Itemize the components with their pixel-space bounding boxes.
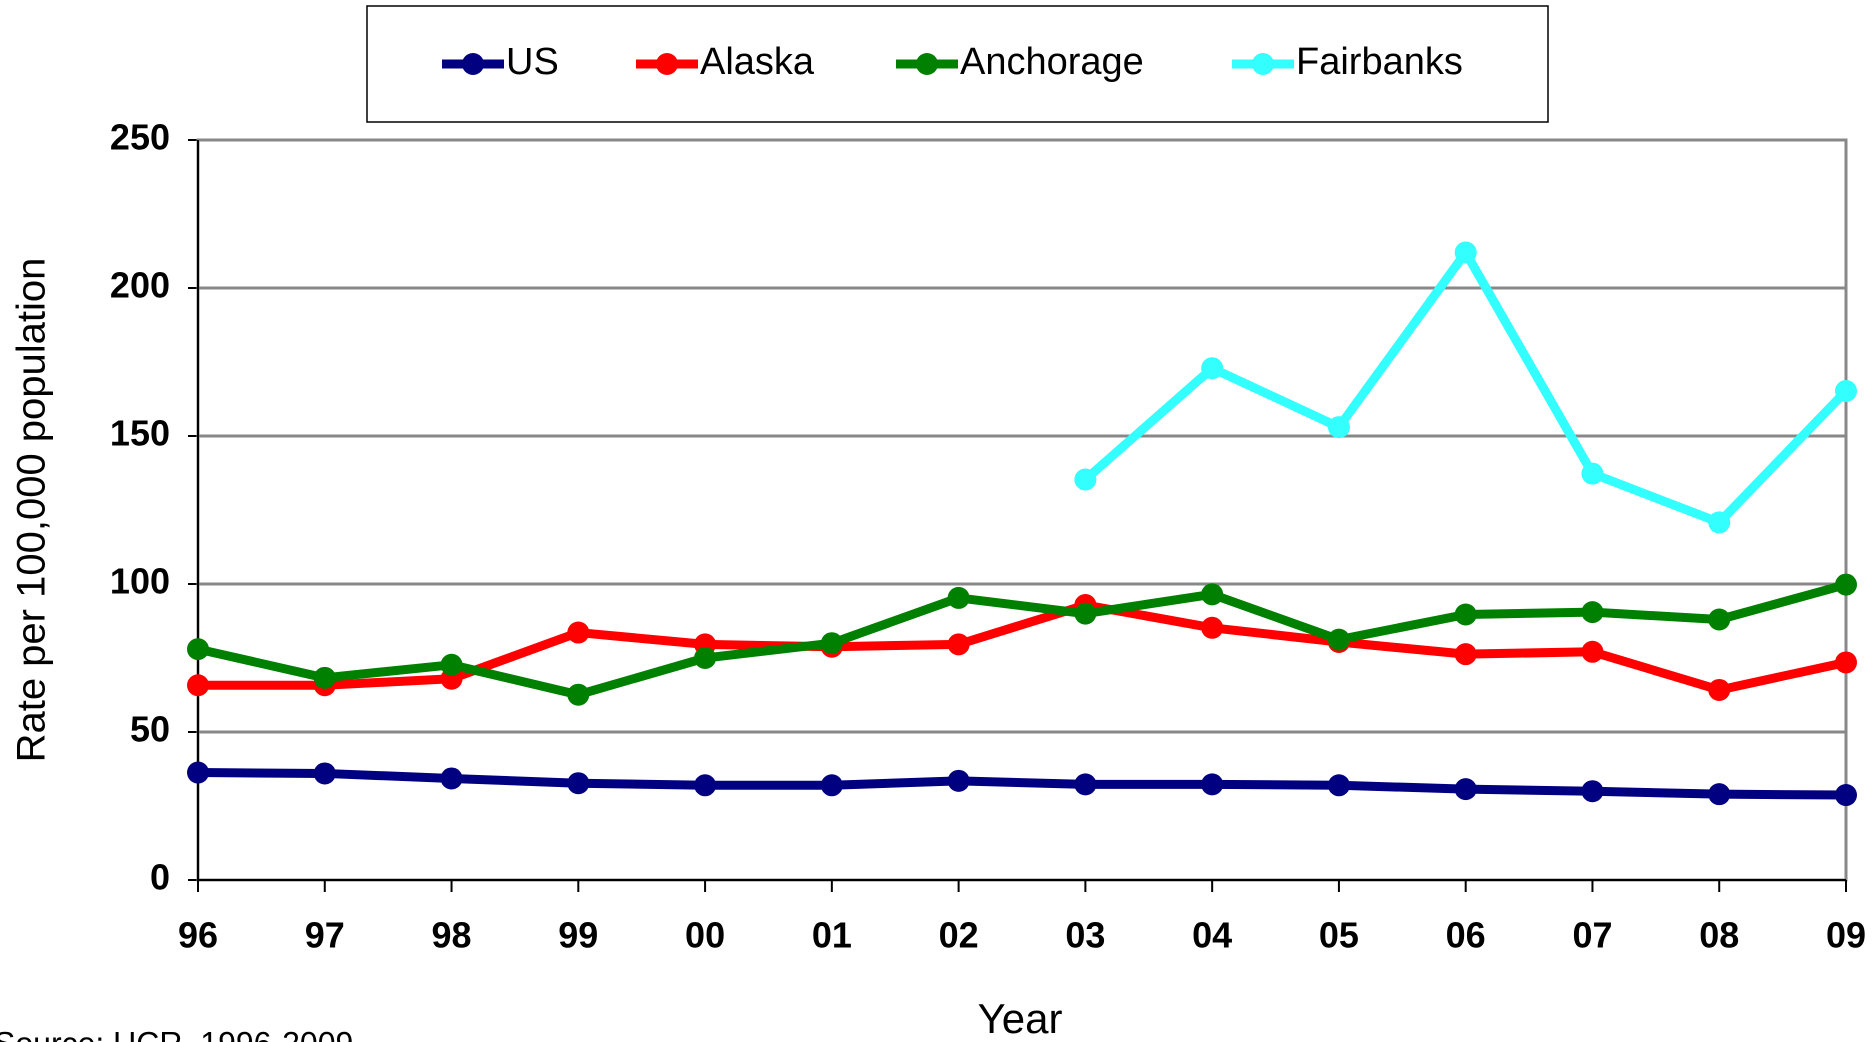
legend-label: Anchorage <box>960 41 1144 83</box>
x-tick-label: 01 <box>812 915 852 956</box>
y-tick-label: 200 <box>110 265 170 306</box>
data-point <box>1074 468 1097 491</box>
y-tick-label: 100 <box>110 561 170 602</box>
data-point <box>1581 780 1604 803</box>
y-tick-label: 0 <box>150 857 170 898</box>
legend-label: Alaska <box>700 41 815 83</box>
data-point <box>187 761 209 784</box>
data-point <box>1454 778 1477 801</box>
series-line <box>197 768 1847 800</box>
data-point <box>313 666 336 689</box>
data-point <box>947 586 970 609</box>
data-point <box>947 633 970 656</box>
data-point <box>1581 601 1604 624</box>
data-point <box>1708 511 1731 534</box>
data-point <box>1835 573 1857 596</box>
x-tick-label: 03 <box>1065 915 1105 956</box>
plot-frame <box>196 138 1848 882</box>
data-point <box>820 632 843 655</box>
data-point <box>1835 651 1857 674</box>
data-point <box>1201 773 1224 796</box>
data-point <box>567 772 590 795</box>
data-point <box>1454 603 1477 626</box>
data-point <box>1835 380 1857 403</box>
data-point <box>1835 784 1857 807</box>
data-point <box>1201 583 1224 606</box>
data-point <box>187 638 209 661</box>
legend-marker <box>916 53 938 75</box>
x-tick-label: 05 <box>1319 915 1359 956</box>
x-tick-label: 00 <box>685 915 725 956</box>
data-point <box>313 762 336 785</box>
series-line <box>197 580 1848 700</box>
legend-marker <box>656 53 678 75</box>
x-tick-label: 02 <box>939 915 979 956</box>
x-tick-label: 97 <box>305 915 345 956</box>
data-point <box>1708 678 1731 701</box>
data-point <box>1581 462 1604 485</box>
data-point <box>1201 616 1224 639</box>
x-tick-label: 07 <box>1572 915 1612 956</box>
source-note: Source: UCR, 1996-2009 <box>0 1025 353 1042</box>
legend-marker <box>1252 53 1274 75</box>
legend-label: US <box>506 41 559 83</box>
data-point <box>694 774 717 797</box>
legend-label: Fairbanks <box>1296 41 1463 83</box>
data-point <box>567 683 590 706</box>
x-tick-label: 04 <box>1192 915 1232 956</box>
data-point <box>567 621 590 644</box>
x-tick-label: 96 <box>178 915 218 956</box>
data-point <box>1201 357 1224 380</box>
data-point <box>694 647 717 669</box>
y-tick-label: 50 <box>130 709 170 750</box>
data-point <box>1327 416 1350 439</box>
x-tick-label: 99 <box>558 915 598 956</box>
x-tick-label: 06 <box>1446 915 1486 956</box>
legend-marker <box>462 53 484 75</box>
data-point <box>1327 628 1350 651</box>
x-axis-label: Year <box>978 995 1063 1042</box>
data-point <box>1454 241 1477 264</box>
y-tick-label: 150 <box>110 413 170 454</box>
y-axis-label: Rate per 100,000 population <box>10 258 54 763</box>
data-point <box>820 774 843 797</box>
data-point <box>1074 773 1097 796</box>
data-point <box>947 769 970 792</box>
series-line <box>1082 247 1850 527</box>
data-point <box>1454 643 1477 666</box>
y-tick-label: 250 <box>110 117 170 158</box>
data-point <box>1581 640 1604 663</box>
data-point <box>1708 783 1731 806</box>
data-point <box>440 653 463 676</box>
data-point <box>1074 602 1097 625</box>
data-point <box>440 767 463 790</box>
x-tick-label: 09 <box>1826 915 1866 956</box>
data-point <box>187 674 209 697</box>
data-point <box>1708 608 1731 631</box>
x-tick-label: 08 <box>1699 915 1739 956</box>
x-tick-label: 98 <box>432 915 472 956</box>
data-point <box>1327 774 1350 797</box>
